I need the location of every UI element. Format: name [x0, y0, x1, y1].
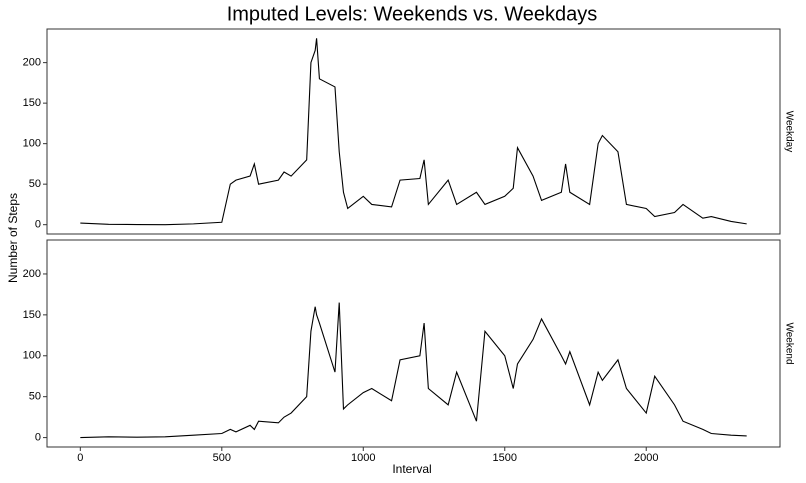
y-tick-label: 100: [23, 350, 41, 362]
y-tick-label: 0: [35, 219, 41, 231]
y-tick-label: 150: [23, 309, 41, 321]
strip-label: Weekend: [783, 322, 794, 364]
y-tick-label: 200: [23, 57, 41, 69]
x-axis-label: Interval: [392, 462, 431, 476]
y-tick-label: 50: [29, 391, 41, 403]
y-tick-label: 200: [23, 268, 41, 280]
y-axis-label: Number of Steps: [6, 193, 20, 283]
strip-label: Weekday: [783, 111, 794, 153]
x-tick-label: 1000: [351, 452, 375, 464]
y-tick-label: 50: [29, 178, 41, 190]
chart-title: Imputed Levels: Weekends vs. Weekdays: [227, 3, 598, 25]
y-tick-label: 0: [35, 431, 41, 443]
panel: [46, 28, 781, 235]
y-tick-label: 100: [23, 138, 41, 150]
x-tick-label: 500: [213, 452, 231, 464]
panel: [46, 239, 781, 448]
x-tick-label: 1500: [493, 452, 517, 464]
x-tick-label: 2000: [634, 452, 658, 464]
x-tick-label: 0: [77, 452, 83, 464]
y-tick-label: 150: [23, 97, 41, 109]
line: [80, 38, 747, 226]
line: [80, 302, 747, 439]
